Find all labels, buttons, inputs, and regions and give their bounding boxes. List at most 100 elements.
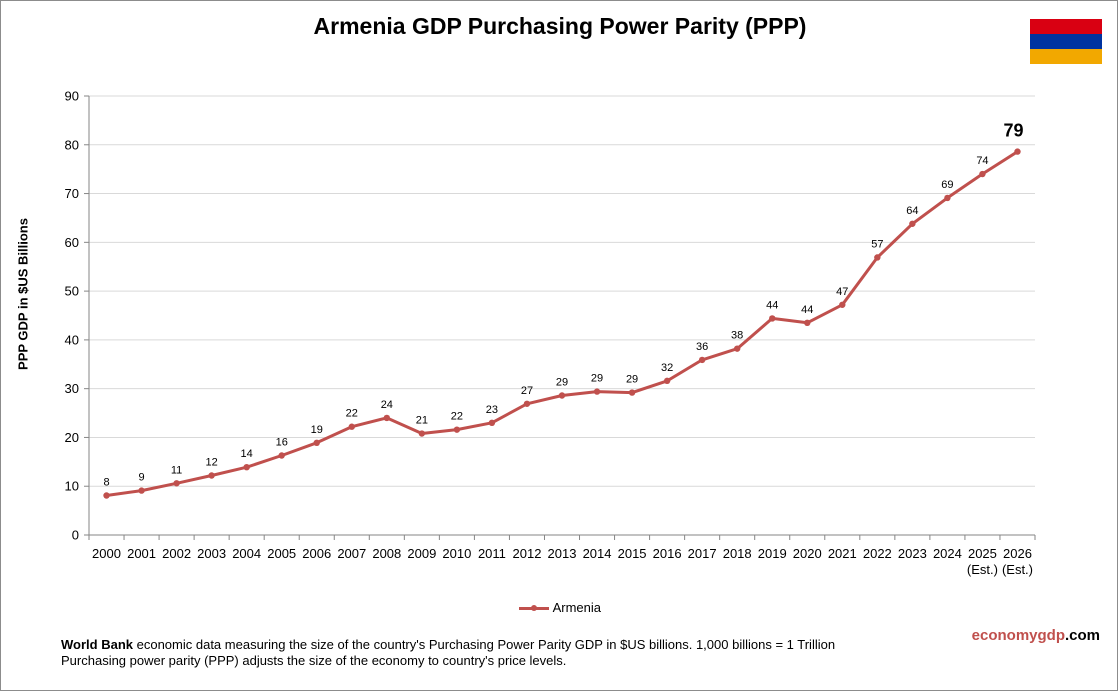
flag-stripe-orange — [1030, 49, 1102, 64]
data-point — [909, 220, 916, 227]
x-tick-label: 2005 — [267, 546, 296, 561]
legend: Armenia — [1, 599, 1118, 615]
data-label: 29 — [626, 374, 638, 386]
data-point — [979, 170, 986, 178]
x-tick-label: 2011 — [478, 546, 506, 561]
footnote: World Bank economic data measuring the s… — [61, 637, 941, 669]
grid-lines — [89, 95, 1035, 487]
chart-title: Armenia GDP Purchasing Power Parity (PPP… — [313, 13, 807, 39]
y-tick-labels: 0 10 20 30 40 50 60 70 80 90 — [65, 89, 79, 543]
data-label: 44 — [801, 304, 813, 316]
data-point — [733, 345, 741, 352]
data-point — [208, 472, 215, 479]
brand-logo[interactable]: economygdp.com — [972, 627, 1100, 644]
data-label: 57 — [871, 238, 883, 250]
x-tick-label: 2025 — [968, 546, 997, 561]
x-tick-label: 2023 — [898, 546, 927, 561]
data-label: 24 — [381, 399, 393, 411]
y-tick-label: 40 — [65, 332, 79, 347]
data-label: 32 — [661, 362, 673, 374]
data-label: 11 — [171, 464, 182, 476]
data-label: 27 — [521, 385, 533, 397]
data-label: 9 — [138, 472, 144, 484]
x-tick-label: 2004 — [232, 546, 261, 561]
x-tick-label: 2008 — [372, 546, 401, 561]
data-label: 21 — [416, 415, 428, 427]
y-tick-label: 60 — [65, 235, 79, 250]
data-point — [874, 254, 881, 261]
x-tick-label: 2007 — [337, 546, 366, 561]
x-tick-label: 2015 — [618, 546, 647, 561]
brand-name: economygdp — [971, 627, 1065, 644]
x-tick-note: (Est.) — [967, 562, 998, 577]
data-point — [628, 389, 636, 396]
data-point — [769, 315, 776, 322]
y-tick-label: 50 — [65, 284, 79, 299]
y-tick-label: 80 — [65, 137, 79, 152]
x-tick-label: 2012 — [513, 546, 542, 561]
data-point — [593, 388, 601, 395]
data-point — [488, 419, 496, 427]
x-tick-note: (Est.) — [1002, 562, 1033, 577]
data-point — [278, 452, 285, 459]
data-point — [313, 439, 320, 447]
x-tick-label: 2024 — [933, 546, 962, 561]
x-tick-label: 2022 — [863, 546, 892, 561]
x-tick-label: 2021 — [828, 546, 857, 561]
x-tick-label: 2018 — [723, 546, 752, 561]
data-point — [243, 463, 250, 471]
x-tick-label: 2026 — [1003, 546, 1032, 561]
series-line — [106, 150, 1019, 497]
footnote-line-2: Purchasing power parity (PPP) adjusts th… — [61, 653, 567, 668]
data-point — [418, 430, 426, 437]
data-point — [558, 392, 566, 399]
x-tick-label: 2020 — [793, 546, 822, 561]
x-tick-label: 2006 — [302, 546, 331, 561]
x-tick-label: 2019 — [758, 546, 787, 561]
x-tick-label: 2016 — [653, 546, 682, 561]
data-point — [804, 319, 811, 327]
data-point — [383, 414, 391, 422]
brand-domain: .com — [1064, 627, 1100, 644]
data-label: 36 — [696, 341, 708, 353]
data-label: 47 — [836, 286, 848, 298]
axes — [84, 95, 1036, 540]
data-point — [698, 356, 706, 364]
data-point — [523, 400, 531, 407]
data-label: 29 — [591, 373, 603, 385]
x-tick-label: 2010 — [442, 546, 471, 561]
legend-label: Armenia — [552, 600, 602, 616]
x-tick-label: 2017 — [688, 546, 717, 561]
series-armenia — [103, 148, 1021, 499]
flag-stripe-red — [1030, 19, 1102, 34]
x-tick-label: 2003 — [197, 546, 226, 561]
data-label: 22 — [346, 408, 358, 420]
footnote-source: World Bank — [61, 637, 133, 652]
y-tick-label: 30 — [65, 381, 79, 396]
data-label: 44 — [766, 299, 778, 311]
data-label: 64 — [906, 205, 918, 217]
y-tick-label: 20 — [65, 430, 79, 445]
data-point — [348, 423, 355, 430]
legend-swatch-icon — [518, 602, 549, 614]
data-label: 12 — [206, 456, 218, 468]
data-label: 74 — [976, 155, 988, 167]
data-label: 38 — [731, 330, 743, 342]
data-point — [663, 377, 671, 385]
x-tick-label: 2000 — [92, 546, 121, 561]
data-label: 29 — [556, 376, 568, 388]
y-tick-label: 10 — [65, 479, 79, 494]
data-label: 22 — [451, 411, 463, 423]
data-point — [453, 426, 461, 433]
footnote-line-1: economic data measuring the size of the … — [133, 637, 836, 652]
x-tick-label: 2013 — [548, 546, 577, 561]
x-tick-label: 2002 — [162, 546, 191, 561]
data-point — [173, 480, 180, 487]
x-tick-label: 2014 — [583, 546, 612, 561]
data-point — [138, 487, 145, 494]
y-tick-label: 90 — [65, 89, 79, 104]
data-label: 8 — [103, 476, 109, 488]
y-tick-label: 70 — [65, 186, 79, 201]
